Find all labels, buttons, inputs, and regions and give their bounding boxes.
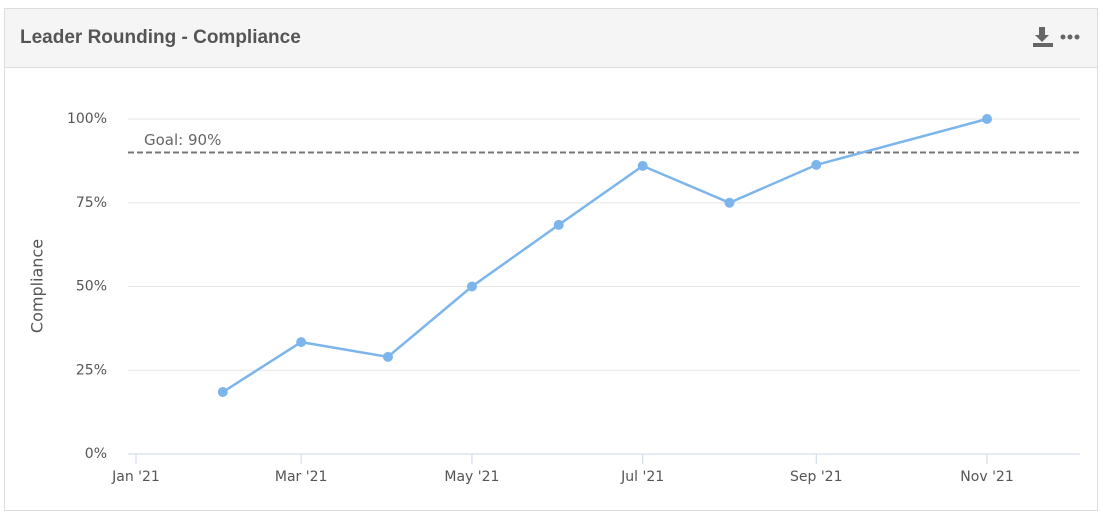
data-point [553,219,564,230]
download-icon[interactable] [1033,27,1053,47]
data-point [724,197,735,208]
y-tick-label: 25% [76,362,107,378]
data-point [811,159,822,170]
more-menu[interactable] [1060,34,1080,40]
y-tick-label: 100% [67,111,107,127]
x-tick-label: Jan '21 [111,469,160,485]
data-point [382,351,393,362]
x-tick-label: Sep '21 [790,469,843,485]
chart-title: Leader Rounding - Compliance [20,27,301,48]
goal-label: Goal: 90% [144,131,221,149]
y-tick-label: 0% [85,446,107,462]
x-tick-label: Jul '21 [620,469,664,485]
data-point [217,387,228,398]
y-tick-label: 75% [76,195,107,211]
y-axis-label: Compliance [28,239,47,333]
data-point [466,281,477,292]
data-point [637,160,648,171]
y-tick-label: 50% [76,279,107,295]
card-header [5,9,1097,67]
x-tick-label: Mar '21 [275,469,328,485]
x-tick-label: May '21 [444,469,499,485]
x-tick-label: Nov '21 [960,469,1013,485]
data-point [982,114,993,124]
data-point [296,337,307,348]
card-border [4,8,1098,511]
